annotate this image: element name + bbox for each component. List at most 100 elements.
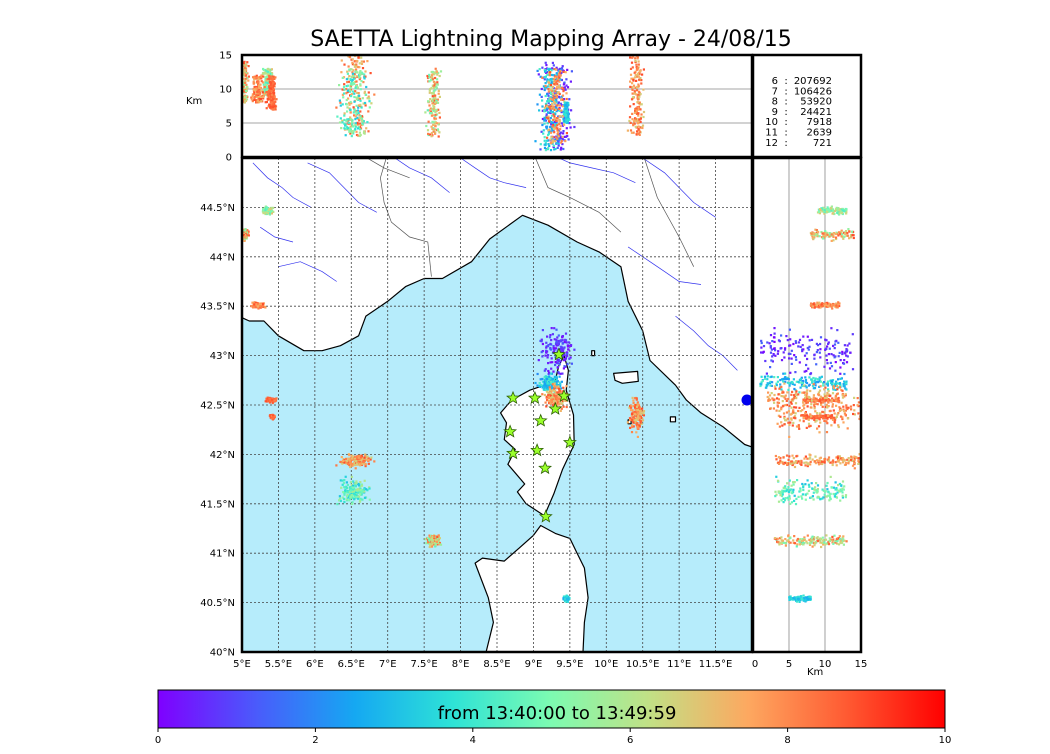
source-point-altitude	[343, 119, 345, 121]
source-point	[559, 340, 561, 342]
source-point-altitude	[549, 126, 551, 128]
source-point	[351, 476, 353, 478]
source-point-altitude	[431, 132, 433, 134]
source-point-altitude	[559, 115, 561, 117]
source-point-altitude	[259, 76, 261, 78]
source-point-altitude	[558, 77, 560, 79]
source-point-altitude	[573, 126, 575, 128]
source-point-side	[829, 540, 831, 542]
source-point-side	[844, 233, 846, 235]
source-point-altitude	[435, 101, 437, 103]
source-point-altitude	[557, 135, 559, 137]
source-point-side	[775, 455, 777, 457]
source-point-side	[816, 489, 818, 491]
source-point-side	[794, 542, 796, 544]
source-point-altitude	[361, 63, 363, 65]
source-point-altitude	[269, 76, 271, 78]
source-point-altitude	[563, 83, 565, 85]
source-point-side	[839, 366, 841, 368]
source-point-altitude	[638, 128, 640, 130]
source-point	[573, 349, 575, 351]
source-point	[544, 394, 546, 396]
source-point-side	[841, 402, 843, 404]
source-point-altitude	[344, 125, 346, 127]
source-point-side	[808, 490, 810, 492]
source-point-side	[816, 304, 818, 306]
source-point-altitude	[552, 141, 554, 143]
source-point	[346, 481, 348, 483]
source-point-side	[842, 480, 844, 482]
source-point-altitude	[435, 114, 437, 116]
source-point-side	[770, 359, 772, 361]
source-point	[562, 339, 564, 341]
source-point-altitude	[258, 85, 260, 87]
source-point-altitude	[541, 99, 543, 101]
source-point-altitude	[554, 102, 556, 104]
source-point-side	[807, 535, 809, 537]
source-point-altitude	[547, 147, 549, 149]
source-point-altitude	[554, 90, 556, 92]
source-point	[353, 493, 355, 495]
source-point-altitude	[547, 129, 549, 131]
source-point-altitude	[566, 102, 568, 104]
source-point	[541, 378, 543, 380]
source-point-side	[849, 352, 851, 354]
source-point-side	[840, 359, 842, 361]
source-point-altitude	[556, 138, 558, 140]
source-point	[364, 454, 366, 456]
source-point-altitude	[560, 147, 562, 149]
source-point-altitude	[365, 127, 367, 129]
source-point-altitude	[265, 82, 267, 84]
source-point-altitude	[243, 96, 245, 98]
source-point-altitude	[346, 78, 348, 80]
source-point-side	[831, 380, 833, 382]
source-point-altitude	[359, 135, 361, 137]
source-point	[551, 378, 553, 380]
source-point-side	[784, 373, 786, 375]
source-point-side	[819, 352, 821, 354]
source-point-altitude	[560, 99, 562, 101]
source-point-side	[838, 355, 840, 357]
source-point-altitude	[539, 68, 541, 70]
source-point-altitude	[362, 67, 364, 69]
source-point-altitude	[359, 117, 361, 119]
source-point-altitude	[550, 132, 552, 134]
source-point	[567, 344, 569, 346]
source-point-side	[843, 359, 845, 361]
longitude-tick-label: 7°E	[379, 659, 397, 670]
source-point-altitude	[640, 82, 642, 84]
source-point	[550, 381, 552, 383]
source-point	[543, 388, 545, 390]
source-point-side	[818, 415, 820, 417]
source-point-side	[795, 503, 797, 505]
source-point-side	[836, 329, 838, 331]
source-point	[549, 336, 551, 338]
source-point-altitude	[558, 123, 560, 125]
source-point	[556, 336, 558, 338]
source-point-altitude	[539, 148, 541, 150]
latitude-tick-label: 44.5°N	[200, 203, 235, 214]
source-point-altitude	[562, 148, 564, 150]
source-point-altitude	[244, 101, 246, 103]
source-point	[553, 400, 555, 402]
source-point-altitude	[545, 85, 547, 87]
source-point	[358, 484, 360, 486]
source-point	[642, 412, 644, 414]
source-point-side	[823, 381, 825, 383]
source-point-altitude	[631, 62, 633, 64]
source-point-side	[774, 495, 776, 497]
source-point-side	[817, 231, 819, 233]
source-point-side	[785, 542, 787, 544]
source-point-altitude	[551, 103, 553, 105]
source-point	[637, 436, 639, 438]
longitude-tick-label: 10.5°E	[626, 659, 660, 670]
source-point	[351, 457, 353, 459]
source-point	[558, 388, 560, 390]
source-point	[356, 482, 358, 484]
source-point-side	[821, 461, 823, 463]
source-point-altitude	[553, 148, 555, 150]
source-point-side	[826, 495, 828, 497]
source-point-altitude	[268, 104, 270, 106]
source-point	[355, 456, 357, 458]
source-point-side	[775, 458, 777, 460]
